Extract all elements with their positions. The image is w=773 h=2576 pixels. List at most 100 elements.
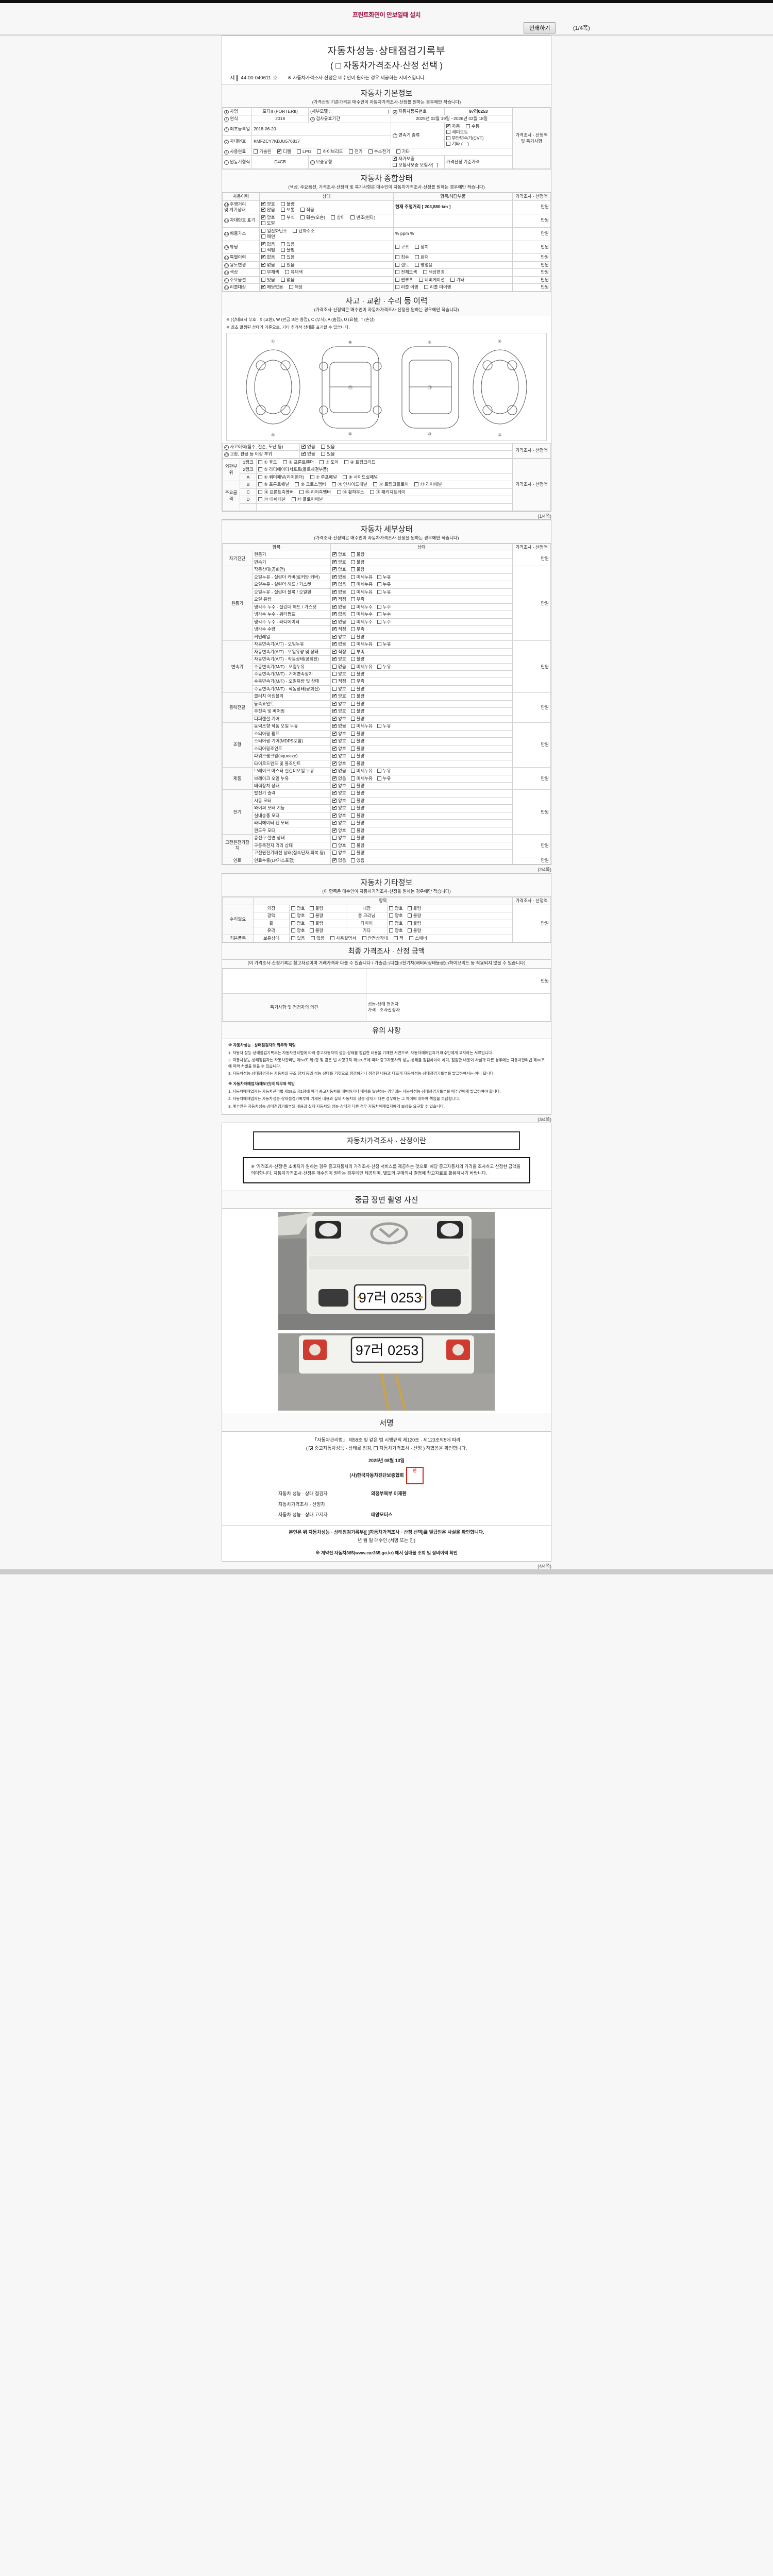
checkbox-불량[interactable]: 불량 bbox=[350, 783, 364, 789]
checkbox-tuning-structure[interactable]: 구조 bbox=[395, 244, 409, 250]
checkbox-fuel-electric[interactable]: 전기 bbox=[348, 149, 362, 155]
checkbox-fuel-other[interactable]: 기타 bbox=[396, 149, 410, 155]
checkbox-tuning-device[interactable]: 장치 bbox=[415, 244, 429, 250]
checkbox-양호[interactable]: 양호 bbox=[332, 819, 346, 826]
checkbox-누유[interactable]: 누유 bbox=[377, 641, 391, 647]
checkbox-양호[interactable]: 양호 bbox=[332, 686, 346, 692]
checkbox-없음[interactable]: 없음 bbox=[332, 573, 346, 580]
checkbox-없음[interactable]: 없음 bbox=[332, 603, 346, 610]
checkbox-special-none[interactable]: 없음 bbox=[261, 253, 275, 260]
checkbox-불량[interactable]: 불량 bbox=[350, 738, 364, 744]
checkbox-option-nav[interactable]: 네비게이션 bbox=[418, 277, 445, 283]
checkbox-option-no[interactable]: 없음 bbox=[281, 277, 295, 283]
checkbox-미세누유[interactable]: 미세누유 bbox=[350, 582, 373, 587]
checkbox-미세누수[interactable]: 미세누수 bbox=[350, 612, 373, 617]
checkbox-usage-yes[interactable]: 있음 bbox=[281, 262, 295, 268]
checkbox-불량[interactable]: 불량 bbox=[350, 634, 364, 640]
checkbox-양호[interactable]: 양호 bbox=[332, 797, 346, 804]
checkbox-양호[interactable]: 양호 bbox=[332, 804, 346, 811]
checkbox-option-yes[interactable]: 있음 bbox=[261, 277, 275, 283]
checkbox-양호[interactable]: 양호 bbox=[332, 843, 346, 849]
checkbox-양호[interactable]: 양호 bbox=[332, 730, 346, 737]
checkbox-불량[interactable]: 불량 bbox=[350, 790, 364, 796]
checkbox-양호[interactable]: 양호 bbox=[332, 737, 346, 744]
checkbox-불량[interactable]: 불량 bbox=[350, 761, 364, 767]
checkbox-적정[interactable]: 적정 bbox=[332, 679, 346, 684]
checkbox-option-sunroof[interactable]: 썬루프 bbox=[395, 277, 413, 283]
checkbox-누유[interactable]: 누유 bbox=[377, 582, 391, 587]
checkbox-fuel-hybrid[interactable]: 하이브리드 bbox=[317, 149, 343, 155]
checkbox-불량[interactable]: 불량 bbox=[350, 656, 364, 662]
checkbox-option-other[interactable]: 기타 bbox=[450, 277, 464, 283]
checkbox-미세누유[interactable]: 미세누유 bbox=[350, 664, 373, 670]
checkbox-없음[interactable]: 없음 bbox=[332, 857, 346, 863]
checkbox-누유[interactable]: 누유 bbox=[377, 664, 391, 670]
checkbox-양호[interactable]: 양호 bbox=[332, 827, 346, 834]
checkbox-vin-damage[interactable]: 훼손(오손) bbox=[300, 215, 325, 221]
checkbox-tuning-yes[interactable]: 있음 bbox=[281, 242, 295, 247]
checkbox-불량[interactable]: 불량 bbox=[350, 701, 364, 707]
checkbox-vin-diff[interactable]: 상이 bbox=[331, 215, 345, 221]
checkbox-양호[interactable]: 양호 bbox=[332, 707, 346, 714]
checkbox-없음[interactable]: 없음 bbox=[332, 664, 346, 670]
checkbox-불량[interactable]: 불량 bbox=[350, 708, 364, 714]
checkbox-적정[interactable]: 적정 bbox=[332, 625, 346, 632]
checkbox-부족[interactable]: 부족 bbox=[350, 649, 364, 655]
checkbox-불량[interactable]: 불량 bbox=[350, 671, 364, 677]
checkbox-미세누유[interactable]: 미세누유 bbox=[350, 776, 373, 782]
checkbox-special-fire[interactable]: 화재 bbox=[415, 255, 429, 260]
checkbox-양호[interactable]: 양호 bbox=[332, 558, 346, 565]
checkbox-usage-none[interactable]: 없음 bbox=[261, 261, 275, 268]
checkbox-양호[interactable]: 양호 bbox=[332, 745, 346, 752]
checkbox-color-achromatic[interactable]: 무채색 bbox=[261, 269, 279, 275]
print-button[interactable]: 인쇄하기 bbox=[524, 22, 556, 33]
checkbox-불량[interactable]: 불량 bbox=[350, 798, 364, 804]
checkbox-부족[interactable]: 부족 bbox=[350, 597, 364, 602]
checkbox-양호[interactable]: 양호 bbox=[332, 850, 346, 856]
checkbox-미세누수[interactable]: 미세누수 bbox=[350, 619, 373, 625]
checkbox-special-yes[interactable]: 있음 bbox=[281, 255, 295, 260]
checkbox-불량[interactable]: 불량 bbox=[350, 693, 364, 699]
checkbox-fuel-hydrogen[interactable]: 수소전기 bbox=[368, 149, 390, 155]
checkbox-양호[interactable]: 양호 bbox=[332, 692, 346, 699]
checkbox-불량[interactable]: 불량 bbox=[350, 552, 364, 557]
checkbox-color-fullpaint[interactable]: 전체도색 bbox=[395, 269, 417, 275]
checkbox-불량[interactable]: 불량 bbox=[350, 746, 364, 752]
checkbox-fuel-gasoline[interactable]: 가솔린 bbox=[254, 149, 272, 155]
checkbox-없음[interactable]: 없음 bbox=[332, 775, 346, 782]
checkbox-recall-notdone[interactable]: 리콜 미이행 bbox=[424, 284, 451, 290]
checkbox-누수[interactable]: 누수 bbox=[377, 604, 391, 610]
checkbox-trans-cvt[interactable]: 무단변속기(CVT) bbox=[446, 135, 484, 141]
checkbox-mileage-many[interactable]: 많음 bbox=[261, 206, 275, 213]
checkbox-accident-yes[interactable]: 있음 bbox=[321, 444, 335, 450]
checkbox-fuel-diesel[interactable]: 디젤 bbox=[277, 148, 291, 155]
checkbox-emission-co[interactable]: 일산화탄소 bbox=[261, 228, 287, 234]
checkbox-없음[interactable]: 없음 bbox=[332, 581, 346, 587]
checkbox-warranty-self[interactable]: 자가보증 bbox=[393, 155, 414, 162]
checkbox-양호[interactable]: 양호 bbox=[332, 782, 346, 789]
checkbox-누유[interactable]: 누유 bbox=[377, 768, 391, 774]
checkbox-불량[interactable]: 불량 bbox=[350, 843, 364, 849]
checkbox-vin-erased[interactable]: 도말 bbox=[261, 221, 275, 226]
checkbox-vin-good[interactable]: 양호 bbox=[261, 214, 275, 221]
checkbox-미세누유[interactable]: 미세누유 bbox=[350, 589, 373, 595]
checkbox-special-flood[interactable]: 침수 bbox=[395, 255, 409, 260]
checkbox-repair-yes[interactable]: 있음 bbox=[321, 451, 335, 457]
checkbox-불량[interactable]: 불량 bbox=[350, 686, 364, 692]
checkbox-불량[interactable]: 불량 bbox=[350, 560, 364, 565]
checkbox-양호[interactable]: 양호 bbox=[332, 752, 346, 759]
checkbox-없음[interactable]: 없음 bbox=[332, 611, 346, 617]
checkbox-부족[interactable]: 부족 bbox=[350, 626, 364, 632]
checkbox-적정[interactable]: 적정 bbox=[332, 596, 346, 602]
checkbox-usage-commercial[interactable]: 영업용 bbox=[415, 262, 432, 268]
checkbox-불량[interactable]: 불량 bbox=[350, 731, 364, 737]
checkbox-vin-altered[interactable]: 변조(변타) bbox=[350, 215, 375, 221]
checkbox-양호[interactable]: 양호 bbox=[332, 551, 346, 557]
checkbox-불량[interactable]: 불량 bbox=[350, 805, 364, 811]
checkbox-tuning-illegal[interactable]: 불법 bbox=[281, 247, 295, 253]
checkbox-양호[interactable]: 양호 bbox=[332, 700, 346, 707]
checkbox-없음[interactable]: 없음 bbox=[332, 640, 346, 647]
checkbox-누유[interactable]: 누유 bbox=[377, 589, 391, 595]
checkbox-불량[interactable]: 불량 bbox=[350, 850, 364, 856]
checkbox-tuning-legal[interactable]: 적법 bbox=[261, 247, 275, 253]
